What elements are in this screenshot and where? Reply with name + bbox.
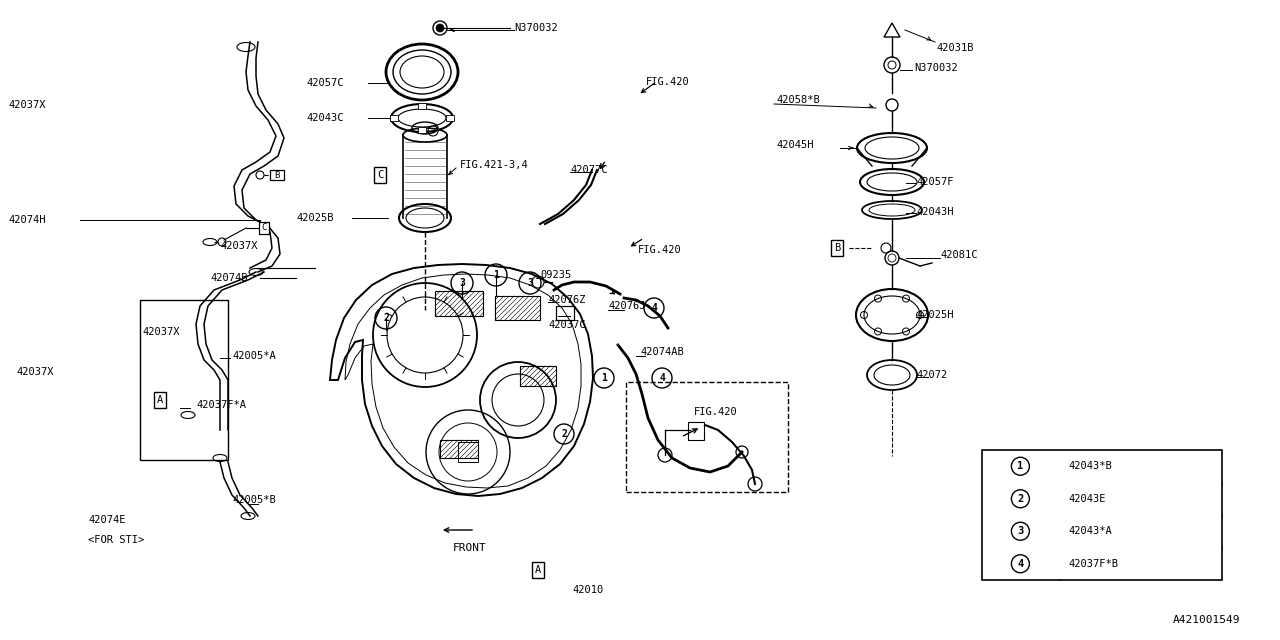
Text: 42072: 42072 bbox=[916, 370, 947, 380]
Bar bbox=[419, 127, 426, 133]
Text: N370032: N370032 bbox=[515, 23, 558, 33]
Text: 42025B: 42025B bbox=[296, 213, 334, 223]
Text: 42074B: 42074B bbox=[210, 273, 247, 283]
Bar bbox=[626, 382, 788, 492]
Bar bbox=[520, 366, 556, 386]
Text: 42074E: 42074E bbox=[88, 515, 125, 525]
Text: <FOR STI>: <FOR STI> bbox=[88, 535, 145, 545]
Circle shape bbox=[436, 24, 444, 32]
Text: 42043E: 42043E bbox=[1069, 493, 1106, 504]
Text: 1: 1 bbox=[493, 270, 499, 280]
Bar bbox=[495, 296, 540, 320]
Text: FIG.420: FIG.420 bbox=[637, 245, 682, 255]
Text: FIG.421-3,4: FIG.421-3,4 bbox=[460, 160, 529, 170]
Text: 42005*A: 42005*A bbox=[232, 351, 275, 361]
Text: 42076Z: 42076Z bbox=[548, 295, 585, 305]
Text: C: C bbox=[261, 223, 266, 232]
Text: FIG.420: FIG.420 bbox=[694, 407, 737, 417]
Text: 2: 2 bbox=[1018, 493, 1024, 504]
Bar bbox=[556, 306, 573, 320]
Text: 42031B: 42031B bbox=[936, 43, 974, 53]
Text: 3: 3 bbox=[1018, 526, 1024, 536]
Text: 42037F*B: 42037F*B bbox=[1069, 559, 1119, 569]
Text: 42074H: 42074H bbox=[8, 215, 46, 225]
Bar bbox=[982, 450, 1222, 580]
Text: 42057F: 42057F bbox=[916, 177, 954, 187]
Text: 2: 2 bbox=[561, 429, 567, 439]
Bar bbox=[445, 115, 454, 121]
Text: A421001549: A421001549 bbox=[1172, 615, 1240, 625]
Text: 4: 4 bbox=[1018, 559, 1024, 569]
Bar bbox=[435, 291, 483, 316]
Bar bbox=[440, 440, 477, 458]
Text: 42037X: 42037X bbox=[8, 100, 46, 110]
Text: A: A bbox=[535, 565, 541, 575]
Text: A: A bbox=[157, 395, 163, 405]
Text: 4: 4 bbox=[652, 303, 657, 313]
Text: B: B bbox=[274, 170, 280, 179]
Text: 42045H: 42045H bbox=[776, 140, 814, 150]
Text: 42043*A: 42043*A bbox=[1069, 526, 1112, 536]
Text: 42025H: 42025H bbox=[916, 310, 954, 320]
Text: 09235: 09235 bbox=[540, 270, 571, 280]
Text: 42058*B: 42058*B bbox=[776, 95, 819, 105]
Text: 3: 3 bbox=[527, 278, 532, 288]
Text: 42037X: 42037X bbox=[15, 367, 54, 377]
Text: B: B bbox=[833, 243, 840, 253]
Text: 42037C: 42037C bbox=[548, 320, 585, 330]
Bar bbox=[140, 300, 228, 460]
Text: 2: 2 bbox=[383, 313, 389, 323]
Text: 42076J: 42076J bbox=[608, 301, 645, 311]
Text: 42057C: 42057C bbox=[306, 78, 343, 88]
Text: 42043*B: 42043*B bbox=[1069, 461, 1112, 471]
Text: FRONT: FRONT bbox=[453, 543, 486, 553]
Text: C: C bbox=[376, 170, 383, 180]
Bar bbox=[270, 170, 284, 180]
Bar bbox=[689, 422, 704, 440]
Text: FIG.420: FIG.420 bbox=[646, 77, 690, 87]
Text: 42077C: 42077C bbox=[570, 165, 608, 175]
Text: 42043C: 42043C bbox=[306, 113, 343, 123]
Text: 1: 1 bbox=[602, 373, 607, 383]
Bar bbox=[458, 442, 477, 462]
Text: 42081C: 42081C bbox=[940, 250, 978, 260]
Text: 3: 3 bbox=[460, 278, 465, 288]
Text: 42037F*A: 42037F*A bbox=[196, 400, 246, 410]
Text: 42043H: 42043H bbox=[916, 207, 954, 217]
Bar bbox=[390, 115, 398, 121]
Text: N370032: N370032 bbox=[914, 63, 957, 73]
Bar bbox=[419, 103, 426, 109]
Text: 1: 1 bbox=[1018, 461, 1024, 471]
Text: 42074AB: 42074AB bbox=[640, 347, 684, 357]
Text: 4: 4 bbox=[659, 373, 664, 383]
Text: 42010: 42010 bbox=[572, 585, 603, 595]
Text: 42037X: 42037X bbox=[142, 327, 179, 337]
Text: 42037X: 42037X bbox=[220, 241, 257, 251]
Text: 42005*B: 42005*B bbox=[232, 495, 275, 505]
